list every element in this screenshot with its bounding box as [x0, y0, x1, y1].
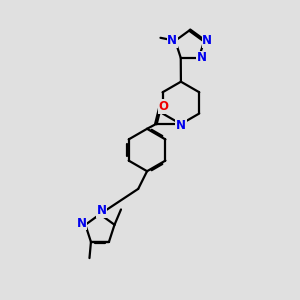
- Text: N: N: [167, 34, 177, 47]
- Text: N: N: [202, 34, 212, 47]
- Text: N: N: [96, 204, 106, 217]
- Text: N: N: [77, 217, 87, 230]
- Text: O: O: [159, 100, 169, 113]
- Text: N: N: [176, 119, 186, 132]
- Text: N: N: [197, 51, 207, 64]
